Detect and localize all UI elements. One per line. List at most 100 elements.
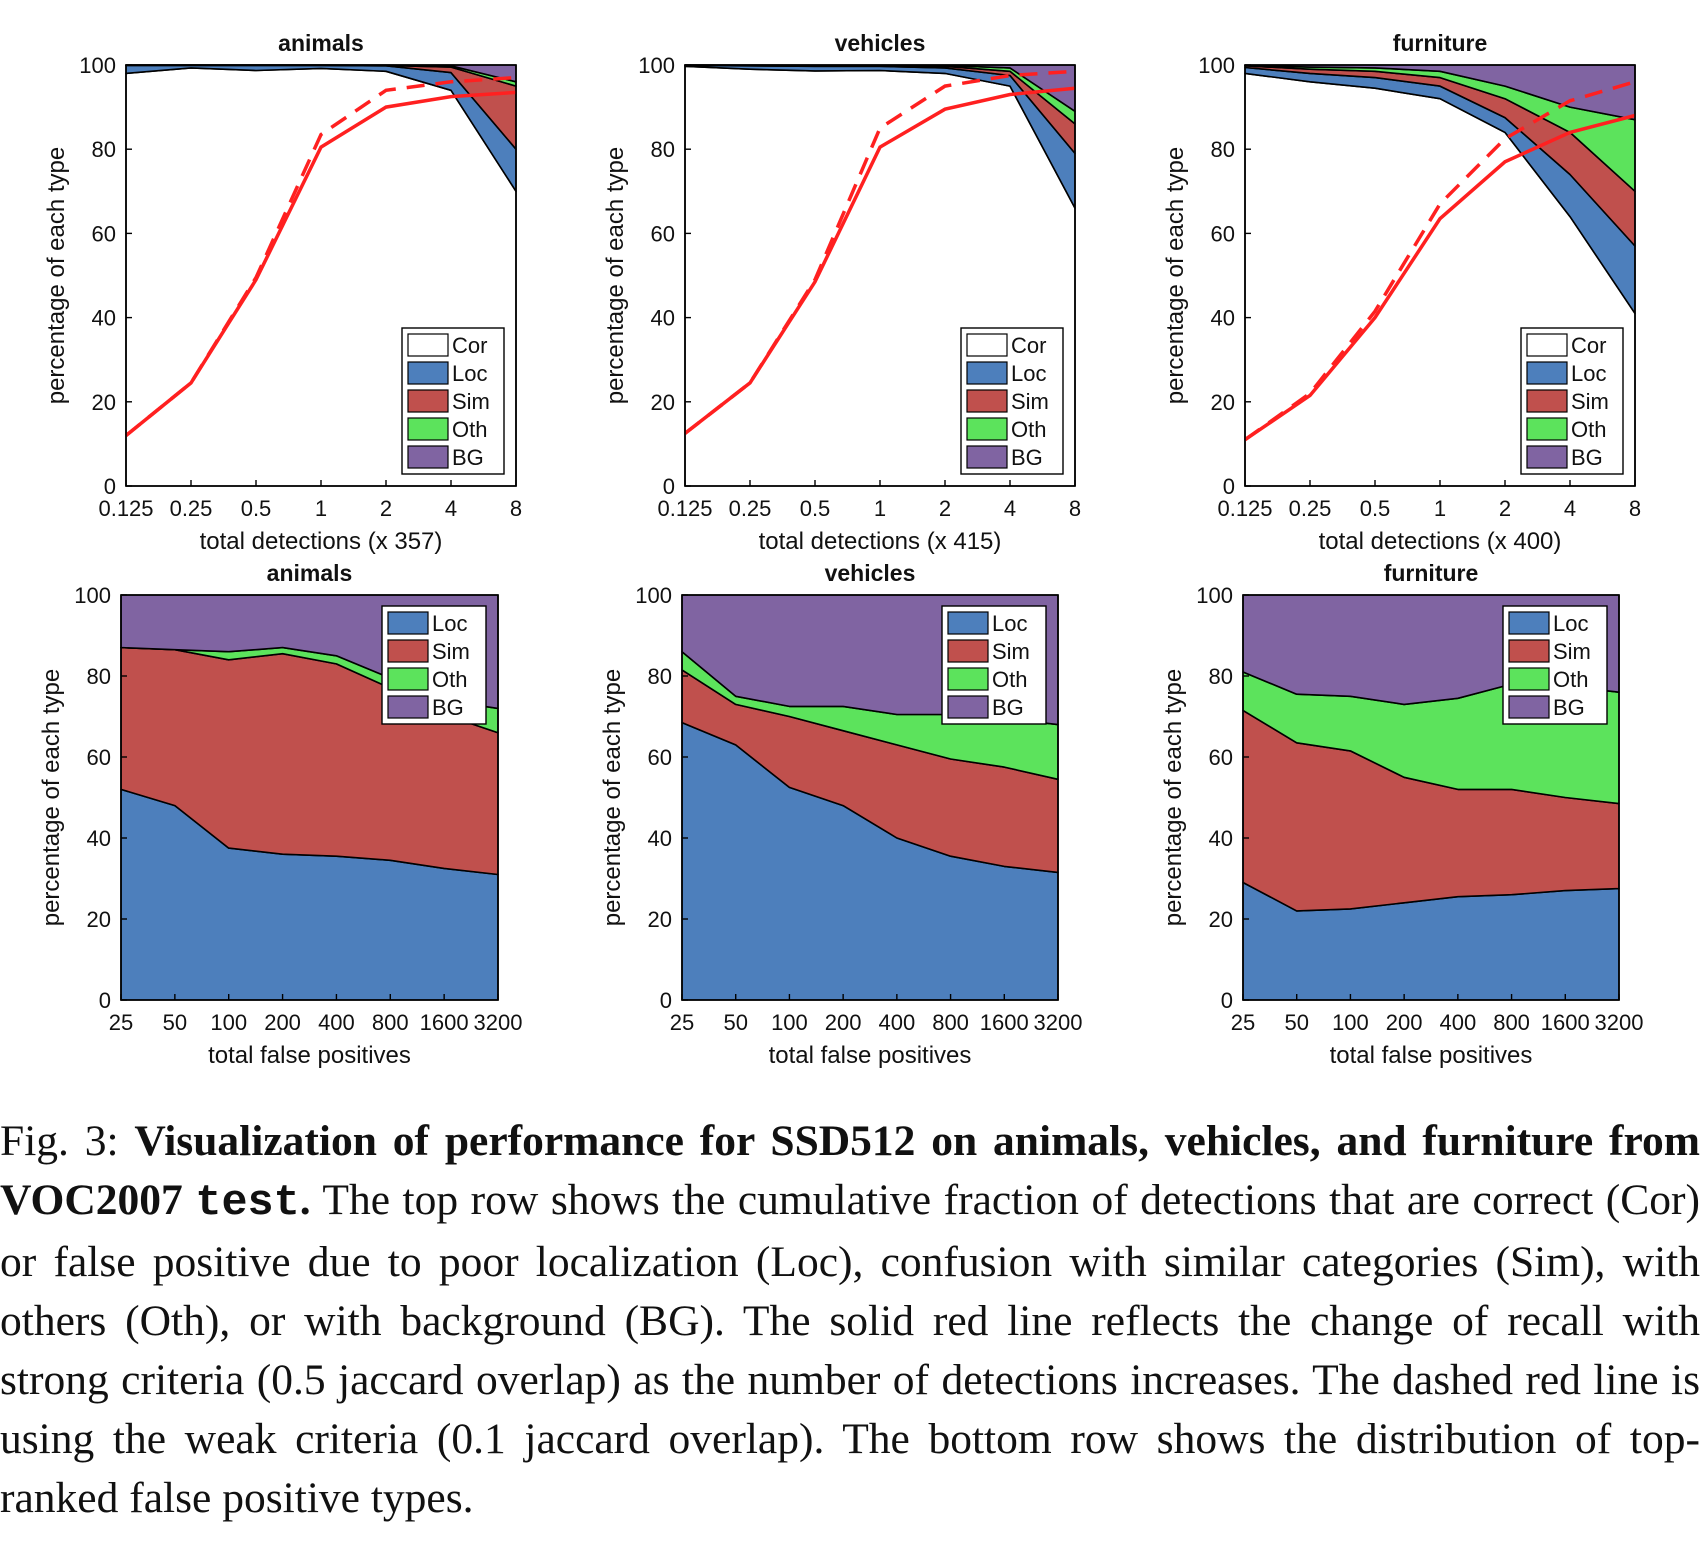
legend-label-loc: Loc — [992, 611, 1027, 636]
legend-label-sim: Sim — [992, 639, 1030, 664]
legend-swatch-cor — [1526, 333, 1568, 357]
legend-label-sim: Sim — [1011, 389, 1049, 414]
y-tick-label: 80 — [1211, 137, 1235, 162]
y-tick-label: 0 — [663, 474, 675, 499]
legend-swatch-sim — [966, 389, 1008, 413]
legend-label-oth: Oth — [432, 667, 467, 692]
bottom-animals-chart: 0 20 40 60 80 100 25 50 100 200 400 800 1600 3200 anim… — [38, 560, 522, 1069]
legend-label-sim: Sim — [1571, 389, 1609, 414]
x-tick-label: 25 — [1231, 1010, 1255, 1035]
bottom-vehicles-chart: 0 20 40 60 80 100 25 50 100 200 400 800 1600 3200 vehi… — [599, 560, 1082, 1069]
x-tick-label: 0.5 — [1360, 496, 1391, 521]
legend-swatch-bg — [1526, 445, 1568, 469]
legend-label-bg: BG — [432, 695, 464, 720]
x-tick-label: 3200 — [1595, 1010, 1644, 1035]
x-tick-label: 4 — [445, 496, 457, 521]
top-animals-chart: 0 20 40 60 80 100 0.125 0.25 0.5 1 2 4 8 animals total… — [43, 30, 522, 555]
caption-body: The top row shows the cumulative fractio… — [0, 1176, 1700, 1522]
y-tick-label: 80 — [92, 137, 116, 162]
y-tick-label: 100 — [1196, 583, 1233, 608]
legend-swatch-cor — [966, 333, 1008, 357]
y-tick-label: 20 — [648, 907, 672, 932]
x-axis-label: total detections (x 357) — [200, 528, 443, 555]
x-tick-label: 0.25 — [170, 496, 213, 521]
x-axis-label: total false positives — [1330, 1042, 1533, 1069]
y-tick-label: 40 — [92, 306, 116, 331]
x-tick-label: 800 — [1493, 1010, 1530, 1035]
legend-label-bg: BG — [992, 695, 1024, 720]
y-tick-label: 0 — [99, 988, 111, 1013]
caption-title-mono: test — [195, 1179, 300, 1228]
x-tick-label: 8 — [510, 496, 522, 521]
x-tick-label: 0.125 — [1217, 496, 1272, 521]
chart-title: vehicles — [825, 560, 916, 586]
legend-swatch-loc — [1508, 611, 1550, 635]
x-tick-label: 8 — [1629, 496, 1641, 521]
x-tick-label: 0.125 — [98, 496, 153, 521]
top-furniture-chart: 0 20 40 60 80 100 0.125 0.25 0.5 1 2 4 8 furniture tot… — [1162, 30, 1641, 555]
x-axis-label: total false positives — [769, 1042, 972, 1069]
legend: Cor Loc Sim Oth BG — [401, 327, 505, 475]
legend-swatch-loc — [1526, 361, 1568, 385]
legend-swatch-oth — [387, 667, 429, 691]
y-tick-label: 20 — [651, 390, 675, 415]
legend-label-cor: Cor — [452, 333, 487, 358]
x-tick-label: 50 — [1284, 1010, 1308, 1035]
y-axis-label: percentage of each type — [43, 147, 70, 405]
y-axis-label: percentage of each type — [599, 669, 626, 927]
y-tick-label: 100 — [74, 583, 111, 608]
x-tick-label: 2 — [939, 496, 951, 521]
y-axis-label: percentage of each type — [1160, 669, 1187, 927]
y-tick-label: 60 — [648, 745, 672, 770]
legend: Loc Sim Oth BG — [1502, 605, 1608, 725]
chart-title: animals — [278, 30, 364, 56]
y-tick-label: 0 — [1221, 988, 1233, 1013]
x-tick-label: 800 — [932, 1010, 969, 1035]
y-tick-label: 100 — [79, 53, 116, 78]
legend-swatch-sim — [407, 389, 449, 413]
plot-frame — [681, 594, 1059, 1001]
x-axis-label: total detections (x 400) — [1319, 528, 1562, 555]
x-tick-label: 1600 — [1541, 1010, 1590, 1035]
x-tick-label: 3200 — [474, 1010, 523, 1035]
y-tick-label: 0 — [660, 988, 672, 1013]
x-tick-label: 400 — [878, 1010, 915, 1035]
x-tick-label: 0.5 — [800, 496, 831, 521]
x-tick-label: 200 — [825, 1010, 862, 1035]
y-tick-label: 60 — [87, 745, 111, 770]
legend-label-oth: Oth — [1571, 417, 1606, 442]
x-tick-label: 800 — [372, 1010, 409, 1035]
legend-label-oth: Oth — [452, 417, 487, 442]
x-tick-label: 2 — [380, 496, 392, 521]
x-tick-label: 400 — [318, 1010, 355, 1035]
legend-swatch-loc — [947, 611, 989, 635]
x-axis-label: total false positives — [208, 1042, 411, 1069]
y-tick-label: 40 — [651, 306, 675, 331]
x-tick-label: 50 — [723, 1010, 747, 1035]
x-tick-label: 100 — [1332, 1010, 1369, 1035]
x-tick-label: 1 — [1434, 496, 1446, 521]
x-tick-label: 1600 — [980, 1010, 1029, 1035]
y-tick-label: 60 — [1211, 221, 1235, 246]
recall-weak-line — [124, 75, 517, 437]
legend-swatch-sim — [1526, 389, 1568, 413]
y-tick-label: 20 — [92, 390, 116, 415]
recall-weak-line — [1243, 80, 1636, 442]
recall-strong-line — [683, 86, 1076, 435]
legend-label-cor: Cor — [1571, 333, 1606, 358]
legend-label-bg: BG — [1571, 445, 1603, 470]
legend-swatch-loc — [966, 361, 1008, 385]
chart-title: animals — [267, 560, 353, 586]
legend: Cor Loc Sim Oth BG — [1520, 327, 1624, 475]
legend-label-oth: Oth — [1011, 417, 1046, 442]
legend: Loc Sim Oth BG — [381, 605, 487, 725]
legend-label-loc: Loc — [1011, 361, 1046, 386]
x-tick-label: 50 — [163, 1010, 187, 1035]
y-tick-label: 100 — [635, 583, 672, 608]
y-tick-label: 100 — [638, 53, 675, 78]
y-axis-label: percentage of each type — [38, 669, 65, 927]
caption-title: Visualization of performance for SSD512 … — [0, 1117, 1701, 1224]
legend-swatch-oth — [1526, 417, 1568, 441]
x-tick-label: 100 — [210, 1010, 247, 1035]
